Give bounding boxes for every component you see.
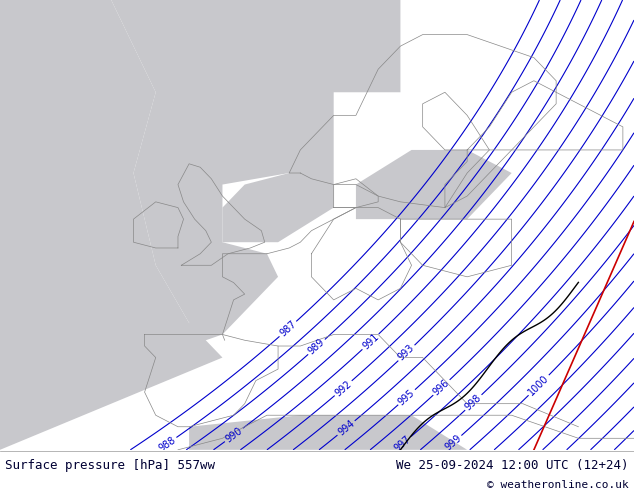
Text: 994: 994: [336, 418, 356, 438]
Text: 997: 997: [392, 434, 413, 454]
Text: 999: 999: [443, 433, 463, 453]
Text: Surface pressure [hPa] 557ww: Surface pressure [hPa] 557ww: [5, 459, 215, 471]
Polygon shape: [189, 242, 278, 346]
Text: 987: 987: [278, 319, 298, 339]
Text: © weatheronline.co.uk: © weatheronline.co.uk: [487, 480, 629, 490]
Text: 988: 988: [157, 435, 178, 453]
Text: 989: 989: [306, 337, 327, 357]
Text: 1000: 1000: [526, 373, 551, 397]
Text: 996: 996: [431, 378, 451, 397]
Polygon shape: [356, 150, 512, 219]
Text: 995: 995: [396, 388, 417, 407]
Text: 991: 991: [361, 332, 380, 352]
Text: 992: 992: [333, 378, 354, 398]
Text: We 25-09-2024 12:00 UTC (12+24): We 25-09-2024 12:00 UTC (12+24): [396, 459, 629, 471]
Polygon shape: [0, 0, 223, 450]
Text: 998: 998: [463, 392, 484, 413]
Polygon shape: [189, 415, 467, 450]
Text: 990: 990: [224, 425, 244, 444]
Text: 993: 993: [396, 343, 417, 363]
Polygon shape: [111, 0, 401, 323]
Polygon shape: [223, 173, 333, 242]
